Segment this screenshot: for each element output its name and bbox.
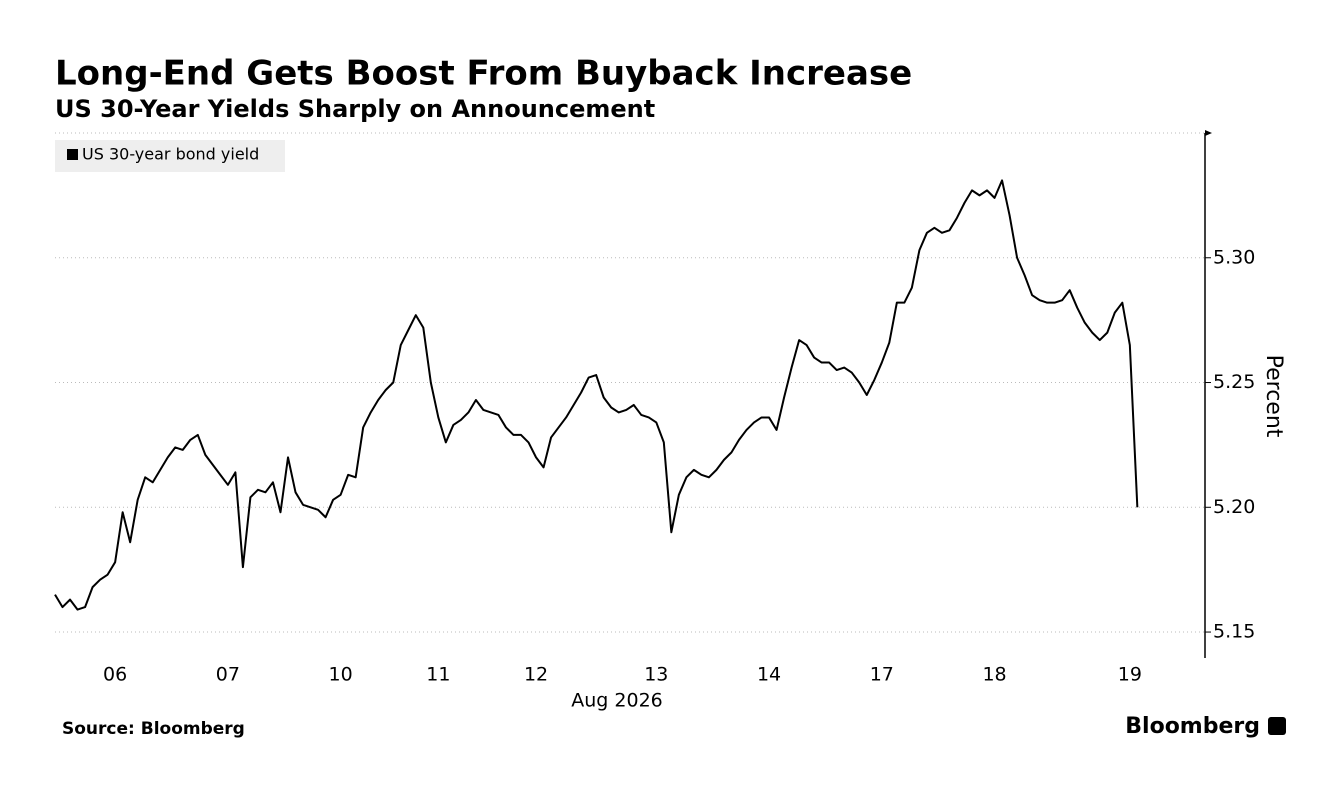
legend-label: US 30-year bond yield (82, 145, 259, 164)
x-tick-label: 17 (870, 664, 894, 686)
y-tick-label: 5.30 (1213, 246, 1255, 268)
chart-title: Long-End Gets Boost From Buyback Increas… (55, 54, 912, 94)
x-tick-label: 19 (1118, 664, 1142, 686)
axis-arrow (1205, 130, 1212, 136)
x-tick-label: 06 (103, 664, 127, 686)
x-axis-title: Aug 2026 (571, 690, 663, 712)
x-tick-label: 07 (216, 664, 240, 686)
y-tick-label: 5.15 (1213, 621, 1255, 643)
brand: Bloomberg (1125, 714, 1260, 739)
y-axis-title: Percent (1261, 355, 1286, 438)
y-tick-label: 5.20 (1213, 496, 1255, 518)
line-series (54, 179, 1139, 611)
x-tick-label: 18 (982, 664, 1006, 686)
x-tick-label: 12 (524, 664, 548, 686)
x-tick-label: 10 (329, 664, 353, 686)
legend-box (55, 140, 285, 172)
legend-swatch (67, 149, 78, 160)
x-tick-label: 14 (757, 664, 781, 686)
x-tick-label: 13 (644, 664, 668, 686)
brand-logo (1268, 717, 1286, 735)
y-tick-label: 5.25 (1213, 371, 1255, 393)
chart-subtitle: US 30-Year Yields Sharply on Announcemen… (55, 95, 655, 123)
source: Source: Bloomberg (62, 719, 245, 739)
x-tick-label: 11 (426, 664, 450, 686)
